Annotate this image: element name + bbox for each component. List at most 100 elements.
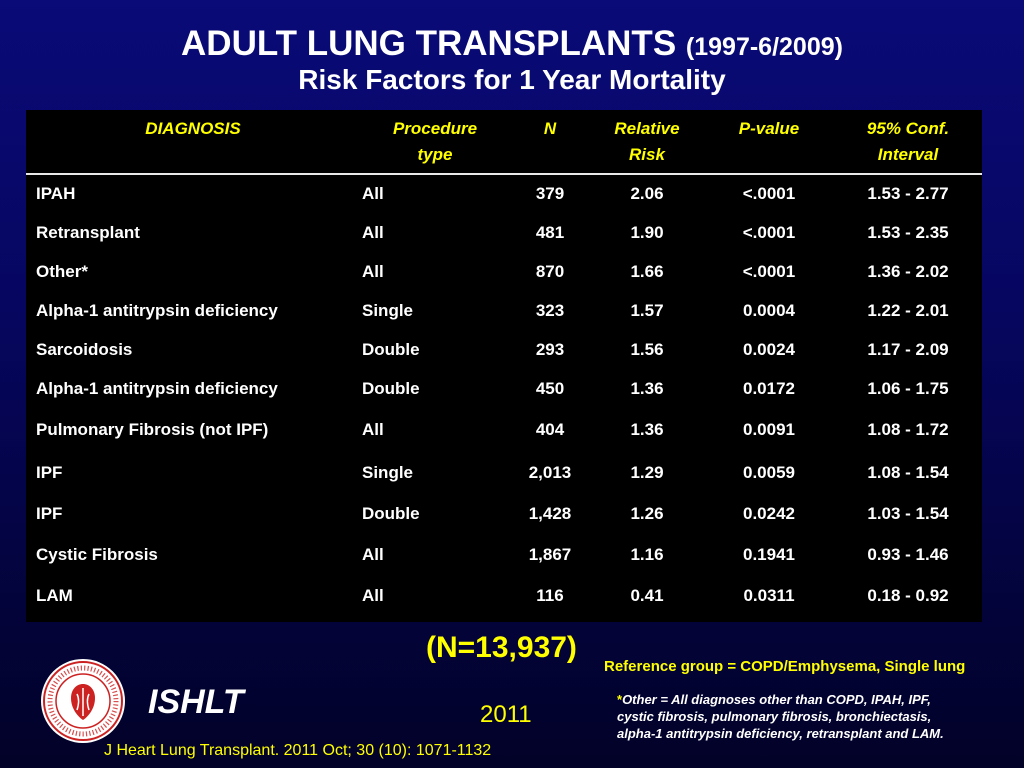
cell-p-value: 0.0059 <box>743 462 795 482</box>
cell-p-value: <.0001 <box>742 261 796 281</box>
cell-relative-risk: 1.57 <box>630 300 664 320</box>
cell-n: 1,428 <box>528 503 572 523</box>
cell-p-value: 0.0172 <box>743 378 795 398</box>
cell-p-value: 0.0024 <box>743 339 795 359</box>
cell-relative-risk: 1.36 <box>630 420 664 439</box>
table-row: Pulmonary Fibrosis (not IPF) All 404 1.36 0.… <box>26 408 982 452</box>
table-row: Other* All 870 1.66 <.0001 1.36 - 2.02 <box>26 252 982 291</box>
cell-diagnosis: Cystic Fibrosis <box>36 544 158 564</box>
table-row: Alpha-1 antitrypsin deficiency Single 323 1… <box>26 291 982 330</box>
cell-procedure-type: Double <box>362 339 420 359</box>
cell-relative-risk: 1.16 <box>630 544 664 564</box>
cell-diagnosis: IPF <box>36 503 63 523</box>
cell-diagnosis: IPAH <box>36 184 76 203</box>
table-row: IPF Single 2,013 1.29 0.0059 1.08 - 1.54 <box>26 452 982 493</box>
footnote: *Other = All diagnoses other than COPD, … <box>617 691 1017 742</box>
cell-procedure-type: Single <box>362 300 414 320</box>
cell-diagnosis: IPF <box>36 462 63 482</box>
cell-relative-risk: 1.36 <box>630 378 664 398</box>
cell-p-value: <.0001 <box>742 184 796 203</box>
cell-relative-risk: 1.66 <box>630 261 664 281</box>
risk-factor-table: DIAGNOSIS Procedure type N Relative Risk P… <box>26 110 982 622</box>
cell-conf-interval: 1.08 - 1.72 <box>867 420 949 439</box>
cell-conf-interval: 1.53 - 2.77 <box>867 184 949 203</box>
cell-p-value: 0.0004 <box>743 300 795 320</box>
cell-diagnosis: Alpha-1 antitrypsin deficiency <box>36 378 278 398</box>
cell-diagnosis: Retransplant <box>36 222 140 242</box>
table-row: Alpha-1 antitrypsin deficiency Double 450 1… <box>26 369 982 408</box>
ishlt-seal-icon <box>41 659 125 743</box>
cell-diagnosis: Other* <box>36 261 88 281</box>
table-row: Sarcoidosis Double 293 1.56 0.0024 1.17 - 2.0… <box>26 330 982 369</box>
cell-procedure-type: All <box>362 585 384 605</box>
cell-procedure-type: Double <box>362 378 420 398</box>
cell-conf-interval: 0.93 - 1.46 <box>867 544 949 564</box>
table-row: Cystic Fibrosis All 1,867 1.16 0.1941 0.93 - … <box>26 534 982 575</box>
cell-p-value: 0.1941 <box>743 544 795 564</box>
col-header-diagnosis: DIAGNOSIS <box>26 110 360 175</box>
cell-n: 2,013 <box>528 462 572 482</box>
ishlt-wordmark: ISHLT <box>148 683 244 721</box>
cell-diagnosis: Alpha-1 antitrypsin deficiency <box>36 300 278 320</box>
cell-procedure-type: All <box>362 261 384 281</box>
col-header-conf-interval: 95% Conf. Interval <box>834 110 982 175</box>
cell-relative-risk: 1.29 <box>630 462 664 482</box>
cell-p-value: <.0001 <box>742 222 796 242</box>
cell-conf-interval: 1.03 - 1.54 <box>867 503 949 523</box>
cell-relative-risk: 1.90 <box>630 222 664 242</box>
col-header-n: N <box>510 110 590 175</box>
title-years: (1997-6/2009) <box>685 33 843 61</box>
table-row: IPF Double 1,428 1.26 0.0242 1.03 - 1.54 <box>26 493 982 534</box>
cell-procedure-type: All <box>362 184 384 203</box>
col-header-procedure-type: Procedure type <box>360 110 510 175</box>
cell-relative-risk: 0.41 <box>630 585 664 605</box>
cell-procedure-type: Single <box>362 462 414 482</box>
slide-title: ADULT LUNG TRANSPLANTS (1997-6/2009) <box>0 24 1024 67</box>
cell-p-value: 0.0091 <box>743 420 795 439</box>
cell-p-value: 0.0311 <box>743 585 795 605</box>
table-row: LAM All 116 0.41 0.0311 0.18 - 0.92 <box>26 575 982 616</box>
table-header-row: DIAGNOSIS Procedure type N Relative Risk P… <box>26 110 982 175</box>
cell-procedure-type: All <box>362 420 384 439</box>
cell-n: 323 <box>535 300 565 320</box>
total-n-label: (N=13,937) <box>426 631 577 664</box>
reference-group-note: Reference group = COPD/Emphysema, Single… <box>604 658 966 675</box>
cell-conf-interval: 1.17 - 2.09 <box>867 339 949 359</box>
cell-diagnosis: Sarcoidosis <box>36 339 133 359</box>
cell-relative-risk: 1.26 <box>630 503 664 523</box>
citation: J Heart Lung Transplant. 2011 Oct; 30 (1… <box>104 742 492 759</box>
table-row: Retransplant All 481 1.90 <.0001 1.53 - 2.35 <box>26 213 982 252</box>
col-header-relative-risk: Relative Risk <box>590 110 704 175</box>
footnote-line-1: Other = All diagnoses other than COPD, I… <box>622 692 931 707</box>
cell-conf-interval: 0.18 - 0.92 <box>867 585 949 605</box>
cell-conf-interval: 1.08 - 1.54 <box>867 462 949 482</box>
cell-n: 481 <box>535 222 565 242</box>
cell-n: 1,867 <box>528 544 572 564</box>
slide-subtitle: Risk Factors for 1 Year Mortality <box>298 64 726 95</box>
cell-conf-interval: 1.36 - 2.02 <box>867 261 949 281</box>
cell-diagnosis: LAM <box>36 585 73 605</box>
cell-conf-interval: 1.06 - 1.75 <box>867 378 949 398</box>
footnote-asterisk: * <box>617 692 623 707</box>
cell-n: 379 <box>535 184 565 203</box>
cell-n: 404 <box>535 420 565 439</box>
footnote-line-3: alpha-1 antitrypsin deficiency, retransp… <box>617 726 944 741</box>
table-body: IPAH All 379 2.06 <.0001 1.53 - 2.77 Retranspl… <box>26 174 982 616</box>
cell-conf-interval: 1.53 - 2.35 <box>867 222 949 242</box>
footnote-line-2: cystic fibrosis, pulmonary fibrosis, bro… <box>617 709 932 724</box>
cell-relative-risk: 1.56 <box>630 339 664 359</box>
cell-conf-interval: 1.22 - 2.01 <box>867 300 949 320</box>
publication-year: 2011 <box>480 701 532 728</box>
cell-n: 116 <box>536 585 564 605</box>
cell-relative-risk: 2.06 <box>630 184 664 203</box>
cell-procedure-type: Double <box>362 503 420 523</box>
cell-n: 870 <box>535 261 565 281</box>
cell-diagnosis: Pulmonary Fibrosis (not IPF) <box>36 420 269 439</box>
cell-procedure-type: All <box>362 544 384 564</box>
col-header-p-value: P-value <box>704 110 834 175</box>
cell-p-value: 0.0242 <box>743 503 795 523</box>
cell-n: 293 <box>535 339 565 359</box>
title-main: ADULT LUNG TRANSPLANTS <box>181 24 677 63</box>
cell-n: 450 <box>535 378 565 398</box>
table-row: IPAH All 379 2.06 <.0001 1.53 - 2.77 <box>26 174 982 213</box>
